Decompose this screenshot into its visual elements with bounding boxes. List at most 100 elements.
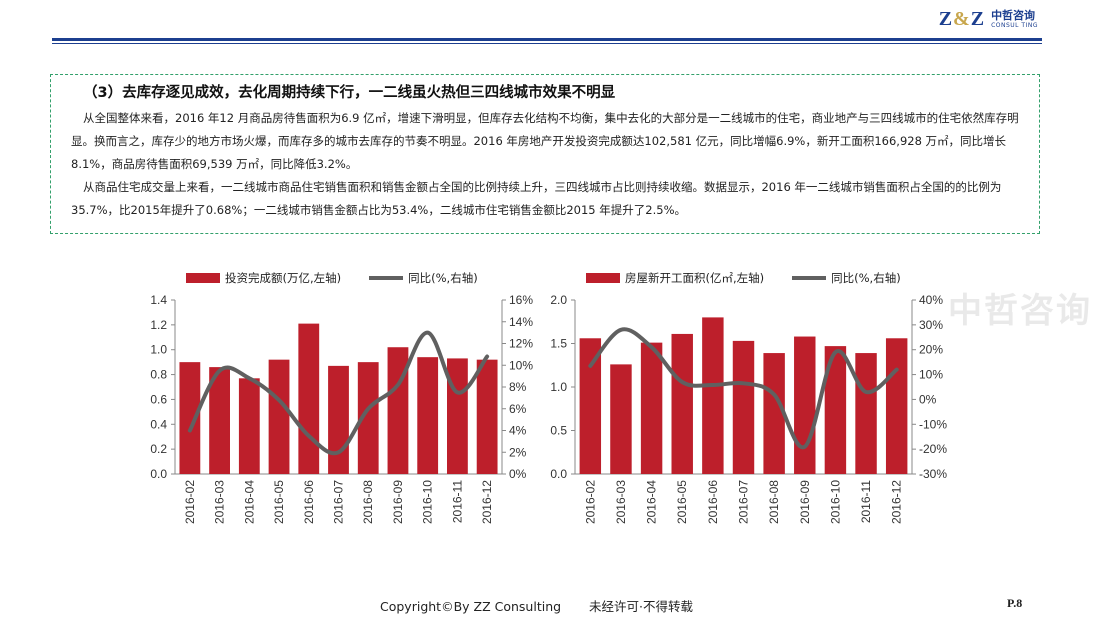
chart1-bar (238, 378, 260, 474)
chart1-right-tick-label: 16% (509, 293, 533, 307)
chart1-bar (417, 357, 439, 474)
chart2-bar (671, 333, 693, 474)
chart-investment: 0.0 0.2 0.4 0.6 0.8 1.0 1.2 1.4 0% 2% 4% 6% 8% 10% 12%… (130, 268, 550, 548)
chart2-bar (610, 364, 632, 474)
chart1-left-tick-label: 0.2 (150, 442, 167, 456)
chart2-right-tick-label: -20% (919, 442, 947, 456)
chart1-right-tick-label: 0% (509, 467, 527, 481)
chart1-x-tick-label: 2016-10 (421, 480, 435, 524)
logo-mark: Z&Z (938, 7, 986, 30)
chart1-right-tick-label: 14% (509, 315, 533, 329)
chart1-left-tick-label: 1.4 (150, 293, 167, 307)
chart1-right-tick-label: 4% (509, 424, 527, 438)
chart1-legend-bar-swatch (186, 273, 220, 283)
chart1-bar (357, 362, 379, 474)
chart1-bar (209, 367, 230, 474)
chart1-x-tick-label: 2016-09 (391, 480, 405, 524)
chart2-bar (732, 340, 755, 474)
chart2-legend-line-label: 同比(%,右轴) (831, 271, 901, 285)
chart2-right-tick-label: 40% (919, 293, 943, 307)
chart1-right-tick-label: 2% (509, 445, 527, 459)
chart-new-construction-svg: 0.0 0.5 1.0 1.5 2.0 -30% -20% -10% 0% 10% 20% 30% 40… (550, 293, 947, 524)
chart2-right-tick-label: 30% (919, 318, 943, 332)
chart1-right-tick-label: 10% (509, 358, 533, 372)
chart2-left-tick-label: 2.0 (550, 293, 567, 307)
chart2-x-tick-label: 2016-06 (706, 480, 720, 524)
logo-name-en: CONSUL TING (991, 21, 1038, 29)
chart2-bar (824, 346, 847, 474)
page-footer: Copyright©By ZZ Consulting 未经许可·不得转载 (380, 596, 717, 615)
chart1-x-tick-label: 2016-12 (480, 480, 494, 524)
chart2-bar (702, 317, 724, 474)
chart2-left-tick-label: 0.0 (550, 467, 567, 481)
chart2-bar (763, 353, 785, 474)
header-rule-thick (52, 38, 1042, 41)
page-header: Z&Z 中哲咨询 CONSUL TING (0, 0, 1100, 48)
chart2-bar (885, 338, 908, 474)
chart2-bar (855, 353, 877, 474)
chart2-right-tick-label: -30% (919, 467, 947, 481)
chart1-bar (447, 358, 468, 474)
chart2-legend-bar-label: 房屋新开工面积(亿㎡,左轴) (625, 271, 765, 285)
chart1-right-tick-label: 8% (509, 380, 527, 394)
chart1-right-tick-label: 6% (509, 402, 527, 416)
chart2-x-tick-label: 2016-05 (675, 480, 689, 524)
chart1-legend-bar-label: 投资完成额(万亿,左轴) (225, 271, 342, 285)
chart1-bar (179, 362, 201, 474)
summary-textbox: （3）去库存逐见成效，去化周期持续下行，一二线虽火热但三四线城市效果不明显 从全… (50, 74, 1040, 234)
chart2-left-tick-label: 1.5 (550, 337, 567, 351)
chart2-x-tick-label: 2016-03 (614, 480, 628, 524)
chart2-right-tick-label: 0% (919, 392, 937, 406)
chart2-x-tick-label: 2016-02 (583, 480, 597, 524)
chart1-x-tick-label: 2016-04 (242, 480, 256, 524)
chart2-x-tick-label: 2016-11 (859, 480, 873, 523)
chart2-x-tick-label: 2016-12 (890, 480, 904, 524)
chart2-right-tick-label: 10% (919, 368, 943, 382)
chart-investment-svg: 0.0 0.2 0.4 0.6 0.8 1.0 1.2 1.4 0% 2% 4% 6% 8% 10% 12%… (150, 293, 533, 524)
section-heading: （3）去库存逐见成效，去化周期持续下行，一二线虽火热但三四线城市效果不明显 (83, 85, 616, 101)
chart2-x-tick-label: 2016-04 (645, 480, 659, 524)
chart2-bar (579, 338, 602, 474)
page-number: P.8 (1007, 596, 1023, 610)
chart1-left-tick-label: 1.2 (150, 318, 167, 332)
chart2-yoy-line (588, 327, 899, 450)
chart2-right-tick-label: -10% (919, 417, 947, 431)
chart2-legend: 房屋新开工面积(亿㎡,左轴) 同比(%,右轴) (586, 270, 901, 286)
chart2-x-tick-label: 2016-09 (798, 480, 812, 524)
chart1-x-tick-label: 2016-07 (332, 480, 346, 524)
chart1-x-tick-label: 2016-08 (361, 480, 375, 524)
paragraph-inventory: 从全国整体来看，2016 年12 月商品房待售面积为6.9 亿㎡，增速下滑明显，… (71, 111, 1019, 171)
chart1-right-tick-label: 12% (509, 337, 533, 351)
chart1-x-tick-label: 2016-03 (213, 480, 227, 524)
chart2-right-tick-label: 20% (919, 343, 943, 357)
chart1-left-tick-label: 0.8 (150, 368, 167, 382)
chart1-legend: 投资完成额(万亿,左轴) 同比(%,右轴) (186, 270, 478, 286)
chart2-x-tick-label: 2016-07 (737, 480, 751, 524)
chart1-x-tick-label: 2016-02 (183, 480, 197, 524)
logo-name-cn: 中哲咨询 (991, 8, 1036, 22)
logo-text: 中哲咨询 CONSUL TING (991, 10, 1038, 29)
chart1-x-tick-label: 2016-11 (450, 480, 464, 523)
header-rule-thin (52, 43, 1042, 44)
chart1-x-tick-label: 2016-06 (302, 480, 316, 524)
chart1-bar (328, 365, 349, 474)
chart1-bar (268, 359, 290, 474)
company-logo: Z&Z 中哲咨询 CONSUL TING (939, 4, 1038, 34)
chart-new-construction: 0.0 0.5 1.0 1.5 2.0 -30% -20% -10% 0% 10% 20% 30% 40… (530, 268, 960, 548)
chart1-left-tick-label: 0.4 (150, 417, 167, 431)
chart1-bar (387, 347, 409, 474)
chart2-left-tick-label: 1.0 (550, 380, 567, 394)
chart2-legend-line-swatch (792, 276, 827, 280)
chart2-bar (640, 342, 663, 474)
chart1-x-tick-label: 2016-05 (272, 480, 286, 524)
chart1-left-tick-label: 0.6 (150, 392, 167, 406)
chart1-left-tick-label: 1.0 (150, 343, 167, 357)
chart1-bar (298, 323, 320, 474)
watermark-text: 中哲咨询 (948, 291, 1092, 331)
reprint-notice: 未经许可·不得转载 (589, 599, 694, 614)
chart1-bar (476, 359, 498, 474)
chart2-x-tick-label: 2016-10 (828, 480, 842, 524)
paragraph-sales-share: 从商品住宅成交量上来看，一二线城市商品住宅销售面积和销售金额占全国的比例持续上升… (71, 180, 1002, 217)
chart2-left-tick-label: 0.5 (550, 424, 567, 438)
copyright-text: Copyright©By ZZ Consulting (380, 599, 562, 614)
